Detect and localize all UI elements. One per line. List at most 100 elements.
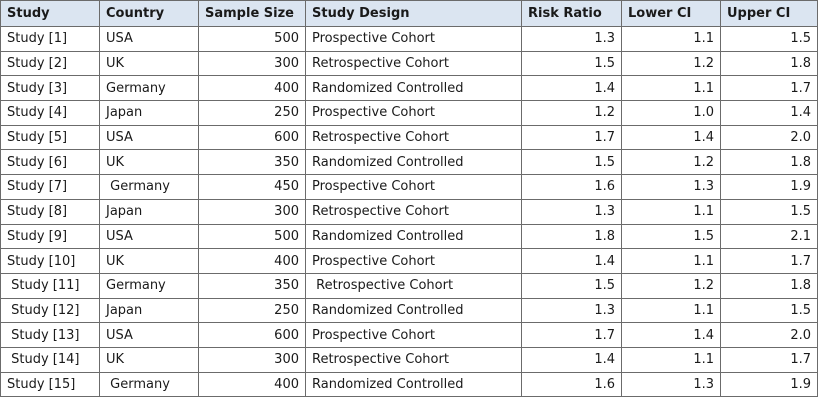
cell-study-design: Prospective Cohort: [305, 26, 522, 52]
cell-study-design: Retrospective Cohort: [305, 50, 522, 77]
cell-sample-size: 300: [198, 346, 306, 373]
cell-country: UK: [99, 248, 199, 274]
table-row: Study [11] Germany 350 Retrospective Cohor…: [0, 272, 818, 299]
cell-country: Japan: [99, 297, 199, 324]
header-row: Study Country Sample Size Study Design R…: [0, 0, 818, 27]
cell-risk-ratio: 1.3: [521, 26, 622, 52]
cell-study-design: Retrospective Cohort: [305, 124, 522, 151]
cell-upper-ci: 2.0: [720, 322, 818, 348]
table-row: Study [9] USA 500 Randomized Controlled 1.8 1…: [0, 223, 818, 250]
cell-study: Study [13]: [0, 322, 100, 348]
cell-study: Study [11]: [0, 272, 100, 299]
cell-study-design: Randomized Controlled: [305, 149, 522, 176]
header-upper-ci: Upper CI: [720, 0, 818, 27]
table-row: Study [4] Japan 250 Prospective Cohort 1.2 1.…: [0, 100, 818, 126]
table-row: Study [8] Japan 300 Retrospective Cohort 1.3…: [0, 198, 818, 225]
header-risk-ratio: Risk Ratio: [521, 0, 622, 27]
cell-study: Study [14]: [0, 346, 100, 373]
cell-sample-size: 500: [198, 26, 306, 52]
cell-study: Study [2]: [0, 50, 100, 77]
cell-lower-ci: 1.3: [621, 371, 721, 398]
cell-sample-size: 300: [198, 50, 306, 77]
cell-upper-ci: 1.9: [720, 371, 818, 398]
table-row: Study [12] Japan 250 Randomized Controlled 1…: [0, 297, 818, 324]
cell-lower-ci: 1.1: [621, 75, 721, 102]
cell-study-design: Retrospective Cohort: [305, 346, 522, 373]
cell-study-design: Randomized Controlled: [305, 223, 522, 250]
cell-upper-ci: 2.0: [720, 124, 818, 151]
cell-study-design: Retrospective Cohort: [305, 198, 522, 225]
cell-country: UK: [99, 50, 199, 77]
cell-sample-size: 350: [198, 272, 306, 299]
cell-risk-ratio: 1.5: [521, 50, 622, 77]
cell-study: Study [3]: [0, 75, 100, 102]
cell-sample-size: 450: [198, 174, 306, 200]
cell-sample-size: 400: [198, 75, 306, 102]
cell-risk-ratio: 1.4: [521, 346, 622, 373]
cell-country: Japan: [99, 198, 199, 225]
cell-risk-ratio: 1.8: [521, 223, 622, 250]
table-row: Study [2] UK 300 Retrospective Cohort 1.5 1.2…: [0, 50, 818, 77]
cell-study-design: Randomized Controlled: [305, 75, 522, 102]
cell-lower-ci: 1.1: [621, 346, 721, 373]
cell-upper-ci: 1.7: [720, 346, 818, 373]
cell-risk-ratio: 1.5: [521, 149, 622, 176]
cell-sample-size: 400: [198, 248, 306, 274]
cell-lower-ci: 1.1: [621, 248, 721, 274]
cell-upper-ci: 1.5: [720, 297, 818, 324]
cell-study: Study [8]: [0, 198, 100, 225]
cell-country: UK: [99, 149, 199, 176]
table-row: Study [6] UK 350 Randomized Controlled 1.5 1.…: [0, 149, 818, 176]
cell-country: Germany: [99, 272, 199, 299]
cell-study-design: Retrospective Cohort: [305, 272, 522, 299]
cell-upper-ci: 1.8: [720, 50, 818, 77]
cell-study-design: Prospective Cohort: [305, 248, 522, 274]
cell-sample-size: 600: [198, 124, 306, 151]
cell-country: USA: [99, 124, 199, 151]
cell-risk-ratio: 1.6: [521, 371, 622, 398]
cell-study-design: Prospective Cohort: [305, 322, 522, 348]
cell-risk-ratio: 1.4: [521, 248, 622, 274]
cell-upper-ci: 1.4: [720, 100, 818, 126]
cell-sample-size: 350: [198, 149, 306, 176]
cell-lower-ci: 1.5: [621, 223, 721, 250]
cell-upper-ci: 1.7: [720, 248, 818, 274]
cell-study: Study [1]: [0, 26, 100, 52]
header-country: Country: [99, 0, 199, 27]
cell-risk-ratio: 1.5: [521, 272, 622, 299]
cell-lower-ci: 1.2: [621, 50, 721, 77]
cell-risk-ratio: 1.4: [521, 75, 622, 102]
cell-sample-size: 400: [198, 371, 306, 398]
cell-study: Study [12]: [0, 297, 100, 324]
cell-study: Study [15]: [0, 371, 100, 398]
cell-study: Study [5]: [0, 124, 100, 151]
cell-lower-ci: 1.4: [621, 322, 721, 348]
cell-study-design: Randomized Controlled: [305, 371, 522, 398]
cell-study: Study [7]: [0, 174, 100, 200]
cell-sample-size: 250: [198, 297, 306, 324]
cell-country: USA: [99, 26, 199, 52]
cell-risk-ratio: 1.7: [521, 322, 622, 348]
cell-upper-ci: 1.5: [720, 198, 818, 225]
cell-sample-size: 500: [198, 223, 306, 250]
cell-study: Study [10]: [0, 248, 100, 274]
cell-upper-ci: 1.5: [720, 26, 818, 52]
header-study: Study: [0, 0, 100, 27]
table-row: Study [10] UK 400 Prospective Cohort 1.4 1.1 1…: [0, 248, 818, 274]
header-study-design: Study Design: [305, 0, 522, 27]
table-row: Study [5] USA 600 Retrospective Cohort 1.7 1.…: [0, 124, 818, 151]
cell-study: Study [9]: [0, 223, 100, 250]
cell-country: Germany: [99, 75, 199, 102]
cell-sample-size: 250: [198, 100, 306, 126]
cell-upper-ci: 1.7: [720, 75, 818, 102]
cell-study: Study [4]: [0, 100, 100, 126]
cell-risk-ratio: 1.3: [521, 198, 622, 225]
cell-lower-ci: 1.1: [621, 297, 721, 324]
table-row: Study [1] USA 500 Prospective Cohort 1.3 1.1 1…: [0, 26, 818, 52]
cell-lower-ci: 1.3: [621, 174, 721, 200]
table-header: Study Country Sample Size Study Design R…: [0, 0, 818, 27]
cell-risk-ratio: 1.3: [521, 297, 622, 324]
cell-country: Germany: [99, 174, 199, 200]
cell-country: Germany: [99, 371, 199, 398]
